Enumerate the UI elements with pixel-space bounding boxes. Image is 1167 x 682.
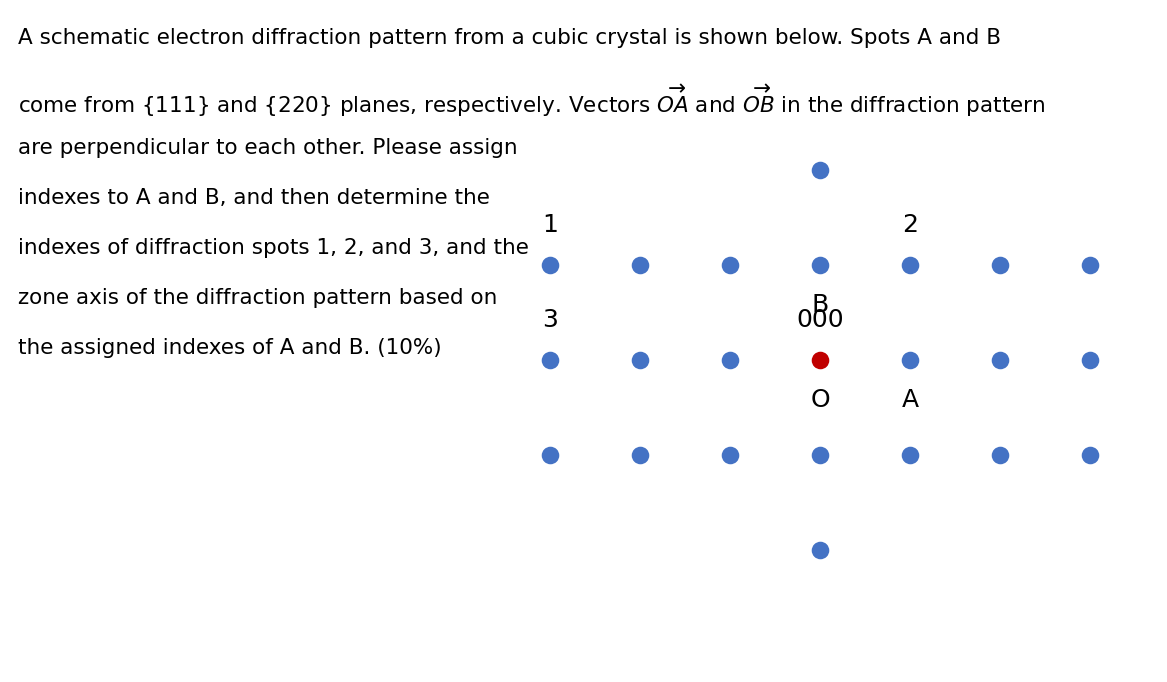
Point [991, 355, 1009, 366]
Text: 3: 3 [541, 308, 558, 332]
Point [540, 355, 559, 366]
Point [991, 449, 1009, 460]
Text: 000: 000 [796, 308, 844, 332]
Point [811, 449, 830, 460]
Point [721, 449, 740, 460]
Text: 1: 1 [541, 213, 558, 237]
Point [721, 355, 740, 366]
Point [1081, 355, 1099, 366]
Text: indexes of diffraction spots 1, 2, and 3, and the: indexes of diffraction spots 1, 2, and 3… [18, 238, 529, 258]
Point [811, 260, 830, 271]
Text: 2: 2 [902, 213, 918, 237]
Text: zone axis of the diffraction pattern based on: zone axis of the diffraction pattern bas… [18, 288, 497, 308]
Point [1081, 449, 1099, 460]
Point [540, 260, 559, 271]
Text: indexes to A and B, and then determine the: indexes to A and B, and then determine t… [18, 188, 490, 208]
Point [811, 355, 830, 366]
Text: come from {111} and {220} planes, respectively. Vectors $\overrightarrow{OA}$ an: come from {111} and {220} planes, respec… [18, 83, 1046, 119]
Point [630, 355, 649, 366]
Point [1081, 260, 1099, 271]
Text: are perpendicular to each other. Please assign: are perpendicular to each other. Please … [18, 138, 518, 158]
Point [811, 544, 830, 555]
Text: the assigned indexes of A and B. (10%): the assigned indexes of A and B. (10%) [18, 338, 441, 358]
Point [721, 260, 740, 271]
Point [630, 260, 649, 271]
Point [811, 164, 830, 175]
Point [630, 449, 649, 460]
Point [901, 355, 920, 366]
Text: O: O [810, 388, 830, 412]
Point [901, 260, 920, 271]
Point [901, 449, 920, 460]
Text: A schematic electron diffraction pattern from a cubic crystal is shown below. Sp: A schematic electron diffraction pattern… [18, 28, 1001, 48]
Text: A: A [901, 388, 918, 412]
Point [991, 260, 1009, 271]
Text: B: B [811, 293, 829, 317]
Point [540, 449, 559, 460]
